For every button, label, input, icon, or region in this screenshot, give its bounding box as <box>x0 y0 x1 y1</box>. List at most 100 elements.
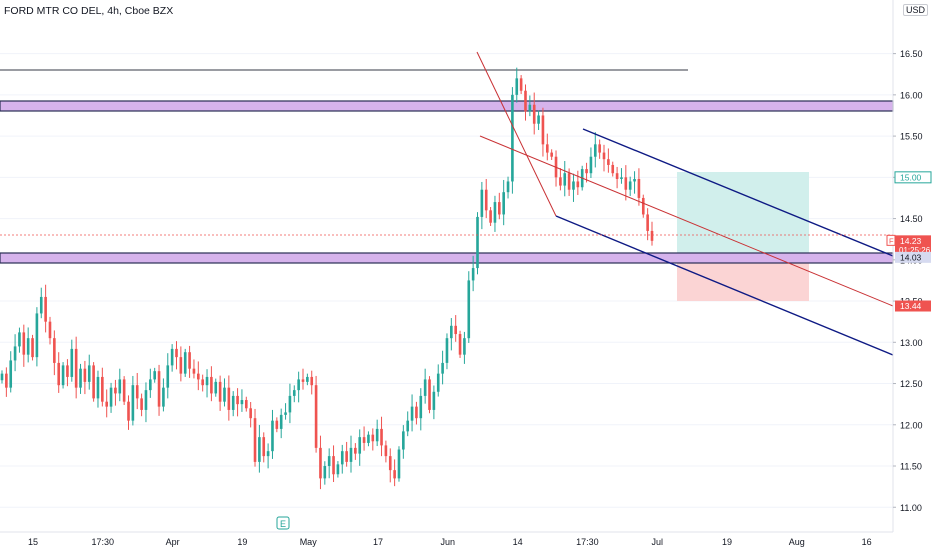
candle-body <box>336 464 340 475</box>
candle-body <box>436 373 440 392</box>
candle-body <box>26 338 30 355</box>
candle-body <box>327 456 331 467</box>
candle-body <box>624 177 628 190</box>
candle-body <box>240 400 244 405</box>
candle-body <box>563 173 567 186</box>
candle-body <box>402 431 405 450</box>
candle-body <box>493 202 497 223</box>
supply-zone-upper[interactable] <box>0 100 894 112</box>
candle-body <box>306 376 309 382</box>
currency-badge[interactable]: USD <box>903 4 929 16</box>
channel-lower-line[interactable] <box>555 215 894 356</box>
x-tick-label: 17:30 <box>92 537 115 547</box>
candle-body <box>210 376 213 394</box>
candle-body <box>236 395 239 405</box>
candle-body <box>5 373 8 388</box>
candle-body <box>83 368 87 382</box>
candle-body <box>567 173 571 190</box>
candle-body <box>367 434 370 443</box>
candle-body <box>362 437 366 443</box>
candle-body <box>162 387 165 407</box>
candle-body <box>192 368 196 374</box>
candle-body <box>244 400 248 409</box>
candle-body <box>284 412 287 415</box>
candle-body <box>144 390 148 410</box>
candle-body <box>319 447 322 479</box>
candle-body <box>157 371 161 407</box>
earnings-icon[interactable] <box>276 516 290 530</box>
candle-body <box>275 420 279 429</box>
candle-body <box>528 104 532 112</box>
trendline-mid[interactable] <box>479 135 894 307</box>
price-label-bg <box>895 251 931 263</box>
candle-body <box>380 428 383 446</box>
candle-body <box>114 387 117 394</box>
candle-body <box>576 181 580 188</box>
candle-body <box>358 437 362 454</box>
candle-body <box>545 144 549 153</box>
y-tick-label: 15.50 <box>900 132 923 142</box>
y-tick-label: 14.50 <box>900 214 923 224</box>
candles <box>0 67 654 490</box>
earnings-marker[interactable]: E <box>276 516 290 530</box>
candle-body <box>354 447 357 454</box>
candle-body <box>175 348 178 358</box>
candle-body <box>149 379 152 391</box>
candle-body <box>628 181 632 190</box>
candle-body <box>92 365 95 399</box>
candle-body <box>498 202 501 215</box>
candle-body <box>371 434 375 442</box>
candle-body <box>458 334 462 355</box>
candle-body <box>57 362 61 386</box>
candle-body <box>615 173 619 179</box>
x-tick-label: 19 <box>237 537 247 547</box>
candle-body <box>388 456 392 471</box>
candle-body <box>118 379 122 394</box>
candle-body <box>223 387 226 402</box>
candle-body <box>585 169 588 174</box>
price-label-last: 14.23 <box>900 236 922 246</box>
candle-body <box>271 420 274 452</box>
candle-body <box>279 414 283 429</box>
candle-body <box>515 78 519 95</box>
x-tick-label: Jul <box>651 537 663 547</box>
candle-body <box>153 371 156 380</box>
candle-body <box>550 152 553 157</box>
candle-body <box>39 296 43 314</box>
candle-body <box>450 325 453 339</box>
candle-body <box>607 159 610 165</box>
candle-body <box>214 381 218 394</box>
candle-body <box>511 94 514 182</box>
candle-body <box>201 379 204 386</box>
y-tick-label: 11.50 <box>900 462 922 472</box>
candle-body <box>22 332 26 355</box>
candle-body <box>258 437 261 462</box>
candle-body <box>9 360 13 388</box>
candle-body <box>397 449 401 479</box>
x-tick-label: 17:30 <box>576 537 599 547</box>
trendline-drop[interactable] <box>476 51 557 217</box>
candle-body <box>35 313 39 358</box>
candle-body <box>135 385 139 399</box>
candle-body <box>598 144 601 153</box>
symbol-tag-bg <box>886 234 896 246</box>
candle-body <box>262 437 266 457</box>
support-zone-lower[interactable] <box>0 252 894 264</box>
price-label-bg <box>895 300 931 312</box>
candle-body <box>423 379 427 396</box>
candle-body <box>183 352 187 374</box>
candle-body <box>188 352 191 369</box>
y-tick-label: 12.00 <box>900 420 923 430</box>
target-zone[interactable] <box>677 172 809 253</box>
candle-body <box>31 338 34 358</box>
candle-body <box>288 395 292 413</box>
candle-body <box>66 365 69 377</box>
candle-body <box>393 470 396 479</box>
x-tick-label: 19 <box>722 537 732 547</box>
y-axis-ticks: 16.5016.0015.5015.0014.5014.0013.5013.00… <box>893 49 923 513</box>
candle-body <box>109 387 113 407</box>
candle-body <box>253 418 257 462</box>
candle-body <box>410 406 414 421</box>
